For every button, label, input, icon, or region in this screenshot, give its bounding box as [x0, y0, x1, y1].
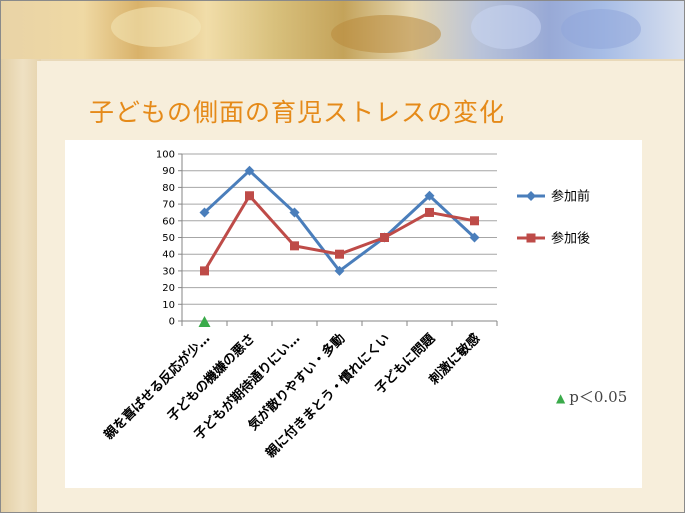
legend-label: 参加前: [551, 189, 590, 205]
left-decorative-strip: [1, 1, 41, 512]
slide-title: 子どもの側面の育児ストレスの変化: [89, 98, 506, 127]
line-chart: 0 10 20 30 40 50 60 70 80 90 100 親を喜ばせる反応が少…子どもの機嫌…: [101, 150, 590, 462]
significance-note: ▲ p＜0.05: [556, 386, 627, 407]
significance-triangle-icon: [198, 316, 211, 327]
data-point-square: [425, 207, 434, 217]
y-tick-label: 50: [162, 233, 175, 244]
data-point-diamond: [289, 207, 300, 218]
leaf-decoration: [111, 7, 201, 47]
x-axis-category-labels: 親を喜ばせる反応が少…子どもの機嫌の悪さ子どもが期待通りにい…気が散りやすい・多…: [101, 331, 483, 462]
significance-markers: [198, 316, 211, 327]
y-axis-tick-labels: 0 10 20 30 40 50 60 70 80 90 100: [156, 150, 175, 328]
y-tick-label: 80: [162, 183, 175, 194]
x-category-label: 子どもの機嫌の悪さ: [164, 331, 258, 425]
data-point-square: [380, 233, 389, 242]
y-tick-label: 30: [162, 266, 175, 277]
y-tick-label: 60: [162, 216, 175, 227]
data-point-square: [200, 266, 209, 276]
leaf-decoration: [331, 15, 441, 53]
flower-decoration: [471, 5, 541, 49]
y-tick-label: 100: [156, 150, 175, 161]
series-line-2: [203, 194, 475, 272]
data-point-square: [245, 191, 254, 201]
legend-marker-square: [526, 233, 536, 243]
y-tick-label: 40: [162, 250, 175, 261]
top-decorative-banner: [1, 1, 684, 59]
chart-area: 0 10 20 30 40 50 60 70 80 90 100 親を喜ばせる反応が少… 子どもの機嫌…: [65, 140, 642, 488]
triangle-icon: ▲: [556, 391, 566, 405]
y-tick-label: 0: [169, 317, 175, 328]
series-lines: [199, 165, 480, 276]
y-tick-label: 90: [162, 166, 175, 177]
data-point-diamond: [244, 165, 255, 176]
y-tick-label: 10: [162, 300, 175, 311]
y-tick-label: 20: [162, 283, 175, 294]
data-point-diamond: [334, 265, 345, 276]
data-point-square: [290, 241, 299, 251]
y-tick-label: 70: [162, 200, 175, 211]
data-point-diamond: [199, 207, 210, 218]
legend-label: 参加後: [551, 231, 590, 247]
data-point-square: [470, 216, 479, 226]
flower-decoration: [561, 9, 641, 49]
significance-note-text: p＜0.05: [569, 388, 628, 406]
data-point-diamond: [469, 232, 480, 243]
axes: [178, 153, 498, 326]
data-point-square: [335, 249, 344, 259]
data-point-diamond: [424, 190, 435, 201]
legend-marker-diamond: [526, 191, 536, 201]
